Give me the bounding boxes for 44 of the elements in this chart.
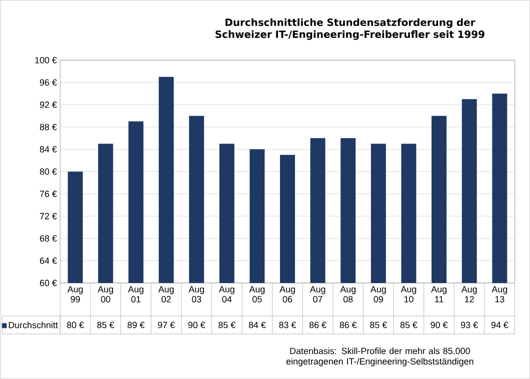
x-tick-label: Aug 08 [340,286,356,302]
chart-title: Durchschnittliche Stundensatzforderung der Schweizer IT-/Engineering-Freiberufler seit 1999 [216,18,484,40]
legend-label: Durchschnitt [8,322,58,328]
y-tick-label: 100 € [35,56,57,64]
x-tick-label: Aug 13 [492,286,508,302]
x-tick-label: Aug 12 [461,286,477,302]
x-tick-label: Aug 04 [218,286,234,302]
text: Datenbasis: Skill-Profile der mehr als 85.000 eingetragenen IT-/Engineering-Selbstständigen [286,347,474,366]
data-label: 85 € [400,322,418,328]
y-tick-label: 72 € [40,212,57,220]
x-tick-label: Aug 10 [400,286,416,302]
x-tick-label: Aug 11 [431,286,446,302]
x-tick-label: Aug 06 [280,286,295,302]
x-tick-label: Aug 05 [249,286,265,302]
data-label: 86 € [309,322,326,328]
y-tick-label: 68 € [40,235,57,242]
x-tick-label: Aug 07 [310,286,326,302]
data-label: 80 € [66,322,84,328]
data-label: 89 € [128,322,145,328]
data-label: 90 € [188,322,206,328]
y-tick-label: 88 € [40,124,57,130]
data-label: 93 € [461,322,478,328]
x-tick-label: Aug 02 [158,286,174,302]
data-label: 97 € [158,322,175,328]
data-label: 90 € [430,322,448,328]
data-label: 94 € [491,322,508,328]
y-tick-label: 84 € [40,146,57,152]
data-label: 83 € [279,322,296,328]
x-tick-label: Aug 09 [370,286,386,302]
y-tick-label: 96 € [40,79,57,86]
data-label: 86 € [340,322,357,328]
data-label: 85 € [218,322,236,328]
y-tick-label: 64 € [40,257,57,264]
data-label: 85 € [97,322,114,328]
x-tick-label: Aug 01 [128,286,144,302]
x-tick-label: Aug 03 [188,286,204,302]
x-tick-label: Aug 00 [98,286,114,302]
y-tick-label: 92 € [40,101,57,108]
y-tick-label: 76 € [40,190,57,197]
data-label: 84 € [248,322,266,328]
y-tick-label: 80 € [40,168,57,175]
y-tick-label: 60 € [40,280,57,286]
x-tick-label: Aug 99 [67,286,83,302]
data-label: 85 € [370,322,387,328]
